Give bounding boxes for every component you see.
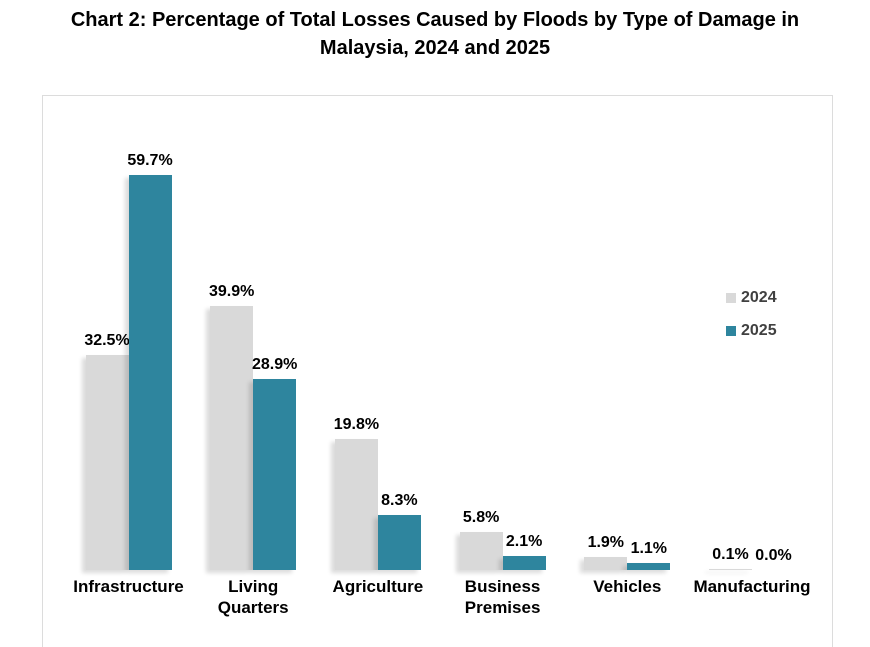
bar-2025-vehicles [627,562,671,570]
value-label-2025-vehicles: 1.1% [630,539,668,557]
category-label-infrastructure: Infrastructure [73,577,184,596]
category-label-agriculture: Agriculture [332,577,424,596]
bar-2025-business-premises [502,556,546,570]
value-label-2024-agriculture: 19.8% [333,416,380,433]
bar-2025-agriculture [377,515,421,570]
chart-title-line2: Malaysia, 2024 and 2025 [319,36,551,59]
legend-swatch-2024 [726,293,736,303]
legend-label-2024: 2024 [741,289,777,306]
chart-title-line1: Chart 2: Percentage of Total Losses Caus… [70,9,800,31]
legend: 2024 2025 [726,289,777,355]
value-label-2025-business-premises: 2.1% [505,533,543,551]
value-label-2024-living-quarters: 39.9% [209,283,255,300]
bar-2024-agriculture [334,439,378,570]
value-label-2025-living-quarters: 28.9% [252,355,298,373]
value-label-2024-manufacturing: 0.1% [712,545,749,563]
value-label-2025-infrastructure: 59.7% [127,152,173,169]
value-label-2025-manufacturing: 0.0% [755,547,792,564]
bar-2025-infrastructure [128,175,172,570]
value-label-2024-business-premises: 5.8% [462,508,500,526]
legend-item-2024: 2024 [726,289,777,307]
chart-title: Chart 2: Percentage of Total Losses Caus… [0,7,870,62]
legend-item-2025: 2025 [726,322,777,340]
plot-area: 32.5% 59.7% Infrastructure 39.9% 28.9% Living… [42,95,833,617]
bar-2025-living-quarters [253,378,297,570]
bar-2024-business-premises [459,531,503,570]
category-label-living-quarters: Living Quarters [217,577,289,618]
category-label-vehicles: Vehicles [593,577,662,596]
bar-2024-living-quarters [210,306,254,570]
category-label-business-premises: Business Premises [464,577,541,618]
legend-label-2025: 2025 [741,322,777,339]
category-label-manufacturing: Manufacturing [693,577,811,596]
bar-2024-manufacturing [709,568,752,570]
legend-swatch-2025 [726,326,736,336]
bar-2024-vehicles [584,557,628,570]
chart-frame [42,95,833,647]
value-label-2025-agriculture: 8.3% [381,492,418,510]
value-label-2024-infrastructure: 32.5% [84,332,130,349]
value-label-2024-vehicles: 1.9% [587,534,625,552]
bar-2024-infrastructure [85,355,129,570]
